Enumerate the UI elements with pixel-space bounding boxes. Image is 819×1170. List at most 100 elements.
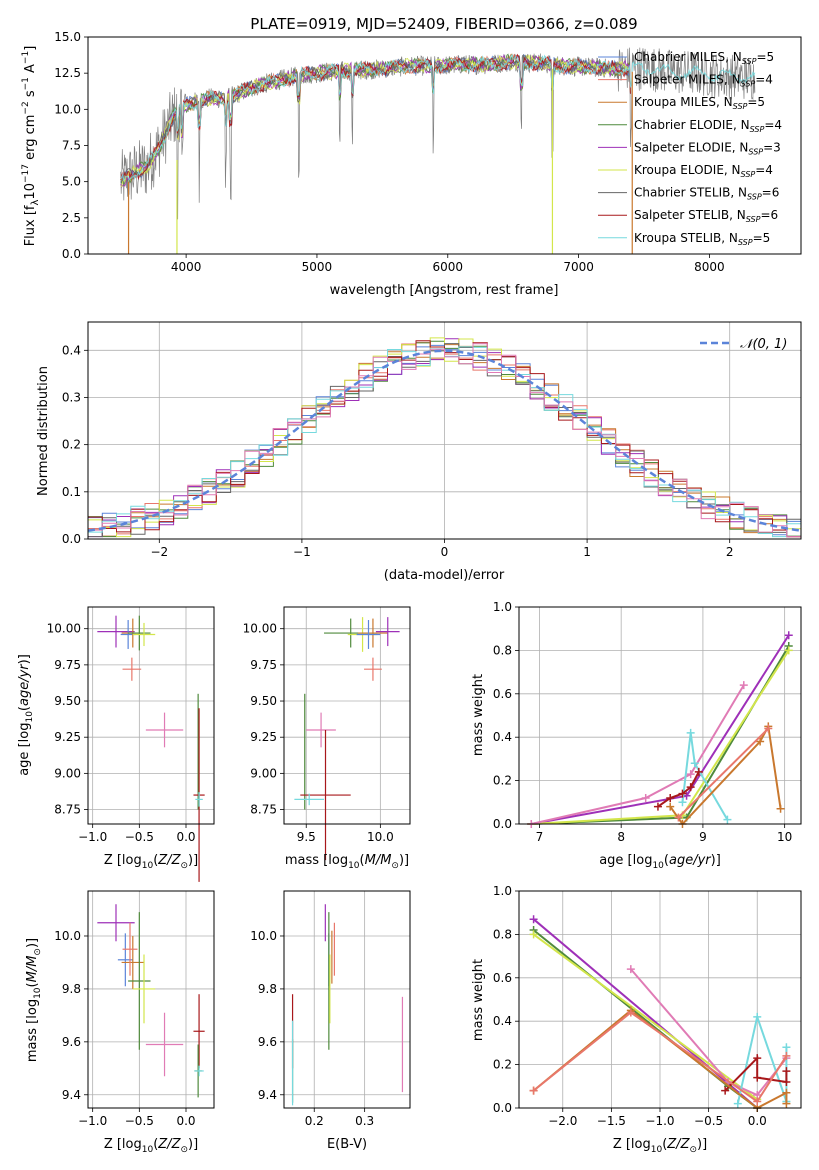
x-tick-label: −1 (293, 545, 311, 559)
weight-vs-age-axes-frame (518, 606, 802, 825)
y-tick-label: 9.00 (250, 766, 277, 780)
age-vs-mass-panel: 9.5 10.0 8.75 9.00 9.25 9.50 9.75 10.00 mass [l… (243, 606, 411, 871)
mass-weight-marker (666, 793, 675, 802)
legend-label: Chabrier STELIB, NSSP=6 (634, 186, 779, 202)
y-tick-label: 9.8 (258, 982, 277, 996)
legend-label-sub: SSP (741, 80, 756, 89)
mass-weight-marker (626, 965, 635, 974)
spectrum-ylabel: Flux [fλ10−17 erg cm−2 s−1 A−1] (21, 46, 41, 247)
y-tick-label: 9.50 (54, 694, 81, 708)
y-tick-label: 0.8 (493, 927, 512, 941)
legend-label-sub: SSP (746, 215, 761, 224)
legend-label-text: Salpeter MILES, N (634, 73, 741, 87)
mass-weight-marker (753, 1054, 762, 1063)
x-tick-label: 1 (583, 545, 591, 559)
error-bar-point (122, 657, 142, 681)
legend-label-suffix: =5 (756, 50, 774, 64)
mass-weight-marker (641, 793, 650, 802)
error-bar-point (132, 622, 156, 647)
legend-label-suffix: =3 (763, 140, 781, 154)
error-bar-point (128, 912, 151, 1050)
y-tick-label: 0.4 (62, 343, 81, 357)
x-tick-label: 0 (441, 545, 449, 559)
legend-label-text: Chabrier STELIB, N (634, 186, 747, 200)
age-vs-mass-axes-frame (283, 606, 411, 825)
residual-histogram (88, 343, 801, 538)
legend-label-sub: SSP (738, 238, 753, 247)
residual-ylabel: Normed distribution (36, 366, 51, 496)
legend-label: Kroupa MILES, NSSP=5 (634, 95, 765, 111)
x-tick-label: −2.0 (548, 1114, 577, 1128)
legend-label: Chabrier ELODIE, NSSP=4 (634, 118, 782, 134)
mass-vs-Z-ylabel: mass [log10(M/M⊙)] (25, 938, 43, 1062)
error-bar-point (375, 617, 400, 647)
x-tick-label: −0.5 (125, 1114, 154, 1128)
mass-weight-marker (686, 728, 695, 737)
y-tick-label: 9.6 (258, 1035, 277, 1049)
mass-weight-line (677, 727, 770, 819)
y-tick-label: 9.00 (54, 766, 81, 780)
x-tick-label: −1.0 (78, 830, 107, 844)
mass-weight-marker (529, 915, 538, 924)
legend-label-sub: SSP (741, 170, 756, 179)
y-tick-label: 0.3 (62, 390, 81, 404)
y-tick-label: 0.1 (62, 485, 81, 499)
y-tick-label: 0.4 (493, 1014, 512, 1028)
mass-vs-ebv-axes-frame (283, 890, 411, 1109)
y-tick-label: 0.0 (493, 817, 512, 831)
y-tick-label: 1.0 (493, 884, 512, 898)
legend-label: Salpeter STELIB, NSSP=6 (634, 208, 778, 224)
x-tick-label: −2 (150, 545, 168, 559)
y-tick-label: 0.6 (493, 971, 512, 985)
y-tick-label: 10.00 (243, 622, 277, 636)
legend-label-text: Kroupa MILES, N (634, 95, 733, 109)
error-bar-point (356, 620, 381, 649)
error-bar-point (294, 793, 325, 806)
legend-label-suffix: =4 (764, 118, 782, 132)
mass-weight-line (532, 918, 758, 1109)
x-tick-label: 9.5 (297, 830, 316, 844)
y-tick-label: 9.50 (250, 694, 277, 708)
y-tick-label: 9.75 (54, 658, 81, 672)
legend-label-suffix: =4 (755, 73, 773, 87)
y-tick-label: 0.2 (493, 1058, 512, 1072)
y-tick-label: 0.0 (62, 532, 81, 546)
y-tick-label: 9.75 (250, 658, 277, 672)
x-tick-label: −0.5 (694, 1114, 723, 1128)
legend-label-suffix: =6 (760, 208, 778, 222)
mass-weight-marker (753, 1073, 762, 1082)
mass-weight-marker (784, 631, 793, 640)
mass-weight-marker (529, 930, 538, 939)
x-tick-label: 7 (536, 830, 544, 844)
x-tick-label: 0.0 (176, 830, 195, 844)
mass-vs-Z-xlabel: Z [log10(Z/Z⊙)] (104, 1137, 198, 1155)
weight-vs-age-xlabel: age [log10(age/yr)] (599, 853, 721, 871)
x-tick-label: 4000 (171, 260, 202, 274)
x-tick-label: 9 (699, 830, 707, 844)
spectrum-title: PLATE=0919, MJD=52409, FIBERID=0366, z=0… (250, 15, 637, 33)
x-tick-label: 2 (726, 545, 734, 559)
age-vs-Z-ylabel: age [log10(age/yr)] (17, 654, 35, 776)
error-bar-point (195, 792, 203, 807)
x-tick-label: 6000 (432, 260, 463, 274)
error-bar-point (122, 922, 138, 976)
mass-weight-marker (678, 798, 687, 807)
x-tick-label: 0.3 (355, 1114, 374, 1128)
legend-label: Chabrier MILES, NSSP=5 (634, 50, 774, 66)
age-vs-Z-panel: −1.0 −0.5 0.0 8.75 9.00 9.25 9.50 9.75 10.00 Z [… (17, 606, 215, 882)
mass-weight-marker (782, 1067, 791, 1076)
mass-vs-Z-panel: −1.0 −0.5 0.0 9.4 9.6 9.8 10.0 Z [log10(Z/Z⊙)]… (25, 890, 215, 1155)
y-tick-label: 0.6 (493, 687, 512, 701)
age-vs-Z-axes-frame (87, 606, 215, 825)
age-vs-Z-xlabel: Z [log10(Z/Z⊙)] (104, 853, 198, 871)
mass-weight-marker (721, 1086, 730, 1095)
legend-label-text: Salpeter ELODIE, N (634, 140, 748, 154)
error-bar-point (121, 935, 144, 989)
x-tick-label: 0.2 (305, 1114, 324, 1128)
normal-distribution-curve (87, 349, 802, 532)
y-tick-label: 0.2 (62, 438, 81, 452)
legend-label: Salpeter MILES, NSSP=4 (634, 73, 773, 89)
spectrum-xlabel: wavelength [Angstrom, rest frame] (330, 283, 559, 298)
